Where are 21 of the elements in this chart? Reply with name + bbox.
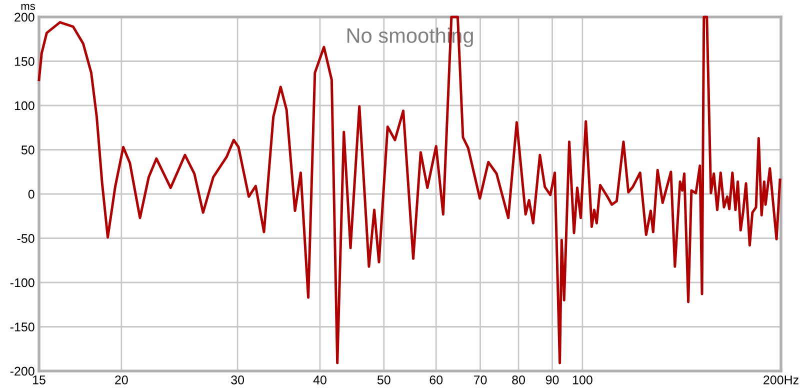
x-tick-label: 60: [430, 375, 443, 384]
x-tick-label: 70: [474, 375, 487, 384]
x-tick-label: 30: [231, 375, 244, 384]
y-tick-label: -100: [10, 278, 34, 288]
y-tick-label: -150: [10, 322, 34, 332]
y-tick-label: 200: [14, 12, 34, 22]
y-axis-title: ms: [21, 4, 36, 10]
x-tick-label: 20: [115, 375, 128, 384]
y-tick-label: 50: [21, 146, 34, 154]
x-tick-label: 80: [512, 375, 525, 384]
y-tick-label: -200: [10, 366, 34, 376]
y-tick-label: -50: [17, 234, 34, 243]
x-tick-label: 90: [546, 375, 559, 384]
y-tick-label: 100: [14, 101, 34, 110]
x-tick-label: 200Hz: [764, 375, 798, 384]
x-tick-label: 50: [377, 375, 390, 384]
x-tick-label: 40: [313, 375, 326, 384]
y-tick-label: 0: [28, 190, 34, 199]
y-tick-label: 150: [14, 57, 34, 66]
x-tick-label: 100: [572, 375, 592, 384]
x-tick-label: 15: [33, 376, 46, 384]
